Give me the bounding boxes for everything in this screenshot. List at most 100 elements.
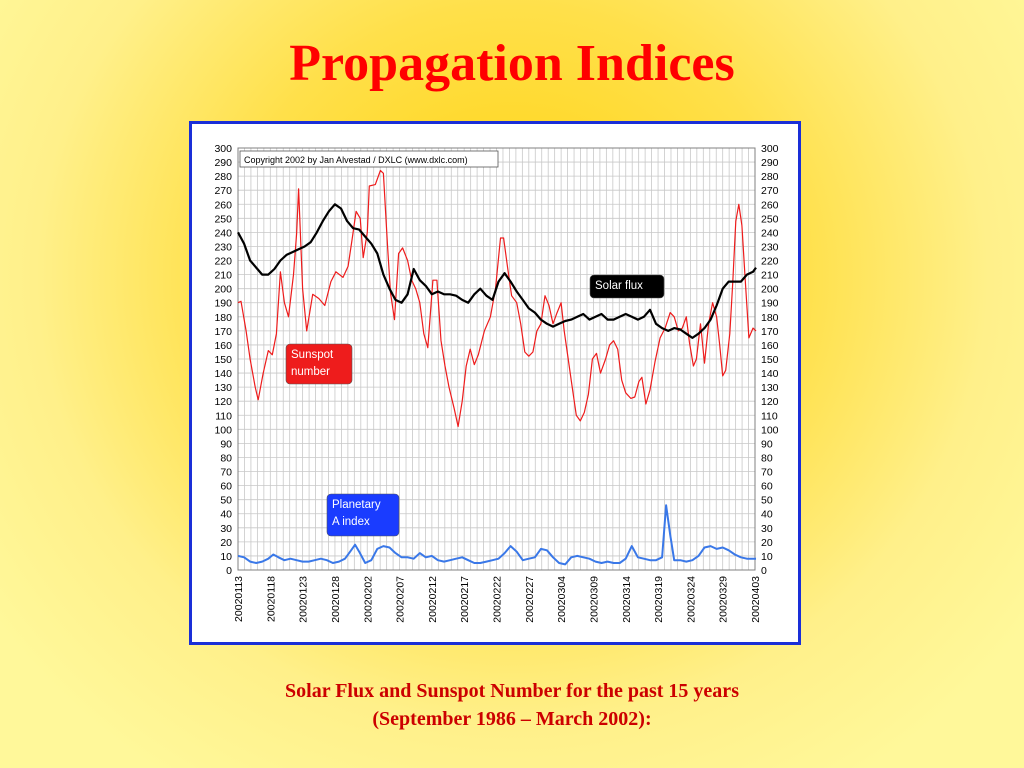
sunspot-number-line <box>237 169 757 428</box>
y-tick-label-right: 90 <box>761 438 773 450</box>
x-tick-label: 20020118 <box>265 576 277 622</box>
solar-flux-label-text: Solar flux <box>595 280 643 292</box>
y-tick-label-left: 160 <box>214 340 232 352</box>
chart-frame: 0 0 10 10 20 20 30 30 40 40 50 50 60 60 70 70 80 80 90 90 10… <box>189 121 801 645</box>
x-tick-label: 20020309 <box>588 576 600 623</box>
x-tick-label: 20020319 <box>653 576 665 623</box>
annotation-layer: Copyright 2002 by Jan Alvestad / DXLC (w… <box>239 150 665 537</box>
y-tick-label-left: 200 <box>214 284 232 296</box>
sunspot-label-text: number <box>291 366 330 378</box>
solar-flux-line <box>237 203 757 339</box>
a-index-label-text: A index <box>332 516 370 528</box>
y-tick-label-right: 110 <box>761 410 778 422</box>
y-tick-label-right: 290 <box>761 157 779 169</box>
y-tick-label-right: 170 <box>761 326 779 338</box>
y-tick-label-left: 10 <box>220 551 232 563</box>
y-tick-label-left: 240 <box>214 227 232 239</box>
y-tick-label-left: 100 <box>214 424 232 436</box>
x-tick-label: 20020113 <box>233 576 245 622</box>
y-tick-label-left: 260 <box>214 199 232 211</box>
a-index-line <box>237 504 756 566</box>
y-tick-label-left: 120 <box>214 396 232 408</box>
y-tick-label-right: 150 <box>761 354 779 366</box>
y-tick-label-right: 80 <box>761 452 773 464</box>
y-tick-label-left: 290 <box>214 157 232 169</box>
y-tick-label-right: 210 <box>761 270 779 282</box>
a-index-label-text: Planetary <box>332 499 381 511</box>
x-tick-label: 20020123 <box>298 576 310 623</box>
x-tick-label: 20020202 <box>362 576 374 623</box>
y-tick-label-right: 220 <box>761 256 779 268</box>
copyright-text: Copyright 2002 by Jan Alvestad / DXLC (w… <box>244 155 468 165</box>
y-tick-label-right: 60 <box>761 481 773 493</box>
x-tick-label: 20020329 <box>718 576 730 623</box>
y-tick-label-left: 180 <box>214 312 232 324</box>
solar-flux-label-box <box>589 274 665 299</box>
y-tick-label-left: 80 <box>220 452 232 464</box>
y-tick-label-left: 300 <box>214 143 232 155</box>
y-tick-label-left: 70 <box>220 467 232 479</box>
y-tick-label-left: 220 <box>214 256 232 268</box>
sunspot-label-box <box>285 343 353 385</box>
copyright-box <box>239 150 499 168</box>
y-tick-label-right: 70 <box>761 467 773 479</box>
y-tick-label-left: 50 <box>220 495 232 507</box>
y-tick-label-right: 240 <box>761 227 779 239</box>
y-tick-label-left: 270 <box>214 185 232 197</box>
y-tick-label-right: 250 <box>761 213 779 225</box>
y-tick-label-left: 170 <box>214 326 232 338</box>
x-tick-label: 20020304 <box>556 576 568 623</box>
y-tick-label-right: 130 <box>761 382 779 394</box>
x-tick-label: 20020217 <box>459 576 471 623</box>
plot-border <box>237 147 756 571</box>
y-tick-label-left: 60 <box>220 481 232 493</box>
y-tick-label-right: 260 <box>761 199 779 211</box>
y-tick-label-right: 40 <box>761 509 773 521</box>
y-tick-label-left: 30 <box>220 523 232 535</box>
ticks: 0 0 10 10 20 20 30 30 40 40 50 50 60 60 70 70 80 80 90 90 10… <box>214 143 778 623</box>
y-tick-label-left: 230 <box>214 241 232 253</box>
y-tick-label-left: 20 <box>220 537 232 549</box>
y-tick-label-left: 250 <box>214 213 232 225</box>
x-tick-label: 20020314 <box>621 576 633 623</box>
y-tick-label-left: 210 <box>214 270 232 282</box>
x-tick-label: 20020207 <box>395 576 407 623</box>
x-tick-label: 20020128 <box>330 576 342 623</box>
y-tick-label-left: 280 <box>214 171 232 183</box>
x-tick-label: 20020222 <box>492 576 504 623</box>
y-tick-label-left: 140 <box>214 368 232 380</box>
x-tick-label: 20020403 <box>750 576 762 623</box>
y-tick-label-right: 160 <box>761 340 779 352</box>
caption-line-1: Solar Flux and Sunspot Number for the pa… <box>285 680 739 702</box>
y-tick-label-right: 230 <box>761 241 779 253</box>
y-tick-label-right: 100 <box>761 424 779 436</box>
y-tick-label-right: 200 <box>761 284 779 296</box>
y-tick-label-right: 180 <box>761 312 779 324</box>
y-tick-label-right: 120 <box>761 396 779 408</box>
sunspot-label-text: Sunspot <box>291 349 334 361</box>
y-tick-label-right: 140 <box>761 368 779 380</box>
y-tick-label-right: 30 <box>761 523 773 535</box>
y-tick-label-right: 20 <box>761 537 773 549</box>
y-tick-label-right: 280 <box>761 171 779 183</box>
y-tick-label-left: 190 <box>214 298 232 310</box>
y-tick-label-right: 270 <box>761 185 779 197</box>
y-tick-label-right: 10 <box>761 551 773 563</box>
y-tick-label-left: 110 <box>215 410 232 422</box>
x-tick-label: 20020324 <box>685 576 697 623</box>
y-tick-label-left: 0 <box>226 565 232 577</box>
y-tick-label-left: 150 <box>214 354 232 366</box>
y-tick-label-right: 190 <box>761 298 779 310</box>
propagation-chart: 0 0 10 10 20 20 30 30 40 40 50 50 60 60 70 70 80 80 90 90 10… <box>192 124 798 642</box>
slide-title: Propagation Indices <box>289 35 735 92</box>
x-tick-label: 20020227 <box>524 576 536 623</box>
x-tick-label: 20020212 <box>427 576 439 623</box>
y-tick-label-left: 130 <box>214 382 232 394</box>
y-tick-label-left: 40 <box>220 509 232 521</box>
slide-caption: Solar Flux and Sunspot Number for the pa… <box>0 677 1024 733</box>
y-tick-label-right: 0 <box>761 565 767 577</box>
series-layer <box>237 169 757 566</box>
y-tick-label-right: 300 <box>761 143 779 155</box>
a-index-label-box <box>326 493 400 537</box>
y-tick-label-left: 90 <box>220 438 232 450</box>
